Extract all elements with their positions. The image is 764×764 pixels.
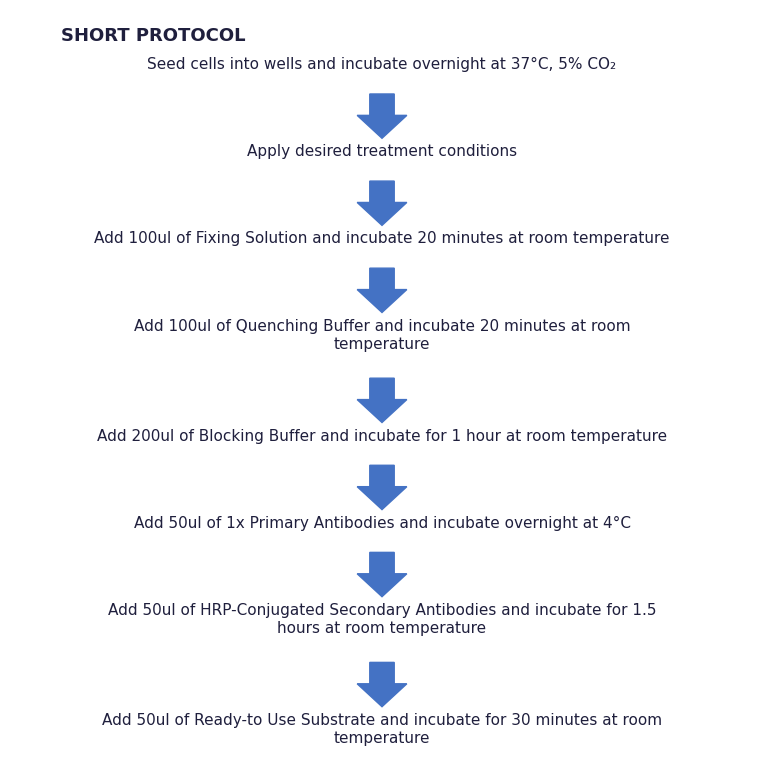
- Polygon shape: [358, 94, 406, 138]
- Polygon shape: [358, 181, 406, 225]
- Text: Add 50ul of 1x Primary Antibodies and incubate overnight at 4°C: Add 50ul of 1x Primary Antibodies and in…: [134, 516, 630, 531]
- Polygon shape: [358, 465, 406, 510]
- Text: SHORT PROTOCOL: SHORT PROTOCOL: [61, 27, 245, 45]
- Text: Add 100ul of Fixing Solution and incubate 20 minutes at room temperature: Add 100ul of Fixing Solution and incubat…: [94, 231, 670, 247]
- Text: Add 50ul of Ready-to Use Substrate and incubate for 30 minutes at room
temperatu: Add 50ul of Ready-to Use Substrate and i…: [102, 713, 662, 746]
- Text: Seed cells into wells and incubate overnight at 37°C, 5% CO₂: Seed cells into wells and incubate overn…: [147, 57, 617, 73]
- Polygon shape: [358, 662, 406, 707]
- Polygon shape: [358, 552, 406, 597]
- Text: Add 50ul of HRP-Conjugated Secondary Antibodies and incubate for 1.5
hours at ro: Add 50ul of HRP-Conjugated Secondary Ant…: [108, 603, 656, 636]
- Text: Add 100ul of Quenching Buffer and incubate 20 minutes at room
temperature: Add 100ul of Quenching Buffer and incuba…: [134, 319, 630, 352]
- Text: Apply desired treatment conditions: Apply desired treatment conditions: [247, 144, 517, 160]
- Polygon shape: [358, 378, 406, 422]
- Text: Add 200ul of Blocking Buffer and incubate for 1 hour at room temperature: Add 200ul of Blocking Buffer and incubat…: [97, 429, 667, 444]
- Polygon shape: [358, 268, 406, 312]
